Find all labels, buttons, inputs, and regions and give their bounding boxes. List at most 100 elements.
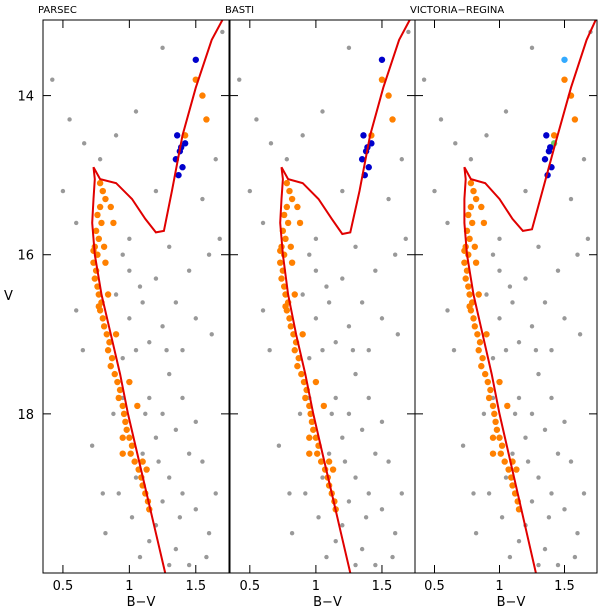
field-star bbox=[445, 308, 450, 313]
x-tick-label: 0.5 bbox=[53, 579, 74, 594]
member-star bbox=[504, 402, 511, 410]
panel-title-victoria: VICTORIA−REGINA bbox=[410, 5, 504, 16]
member-star bbox=[280, 283, 288, 290]
member-star bbox=[461, 259, 468, 266]
member-star bbox=[493, 426, 501, 433]
field-star bbox=[406, 29, 411, 35]
x-tick-label: 0.5 bbox=[239, 579, 260, 594]
field-star bbox=[206, 531, 212, 536]
field-star bbox=[533, 348, 539, 353]
field-star bbox=[568, 459, 574, 464]
x-tick-label: 1 bbox=[125, 579, 133, 594]
member-star bbox=[496, 378, 503, 386]
isochrone-victoria bbox=[463, 20, 597, 573]
field-star bbox=[395, 332, 401, 337]
field-star bbox=[523, 435, 528, 440]
field-star bbox=[80, 348, 86, 353]
field-star bbox=[568, 196, 574, 202]
y-tick-label: 14 bbox=[17, 90, 34, 105]
field-star bbox=[307, 355, 312, 361]
member-star bbox=[119, 450, 126, 457]
field-star bbox=[421, 77, 427, 82]
field-star bbox=[204, 554, 209, 560]
field-star bbox=[217, 236, 222, 242]
field-star bbox=[516, 538, 522, 544]
field-star bbox=[237, 77, 242, 82]
member-star bbox=[466, 303, 473, 310]
member-star bbox=[126, 434, 133, 441]
field-star bbox=[333, 340, 338, 345]
field-star bbox=[481, 411, 487, 417]
member-star bbox=[571, 116, 579, 123]
field-star bbox=[549, 348, 554, 353]
field-star bbox=[562, 316, 567, 321]
field-star bbox=[103, 531, 108, 536]
giant-star bbox=[192, 56, 199, 63]
member-star bbox=[123, 426, 130, 433]
field-star bbox=[160, 411, 165, 417]
isochrone-parsec bbox=[91, 20, 224, 573]
field-star bbox=[484, 133, 489, 138]
field-star bbox=[313, 236, 319, 242]
field-star bbox=[386, 196, 391, 202]
field-star bbox=[490, 355, 496, 361]
field-star bbox=[562, 507, 567, 512]
member-star bbox=[119, 434, 126, 441]
field-star bbox=[326, 451, 332, 456]
field-star bbox=[536, 371, 541, 377]
field-star bbox=[220, 29, 225, 35]
member-star bbox=[466, 291, 473, 298]
field-star bbox=[342, 459, 348, 464]
member-star bbox=[478, 203, 485, 211]
member-star bbox=[317, 458, 325, 465]
field-star bbox=[260, 308, 266, 313]
x-tick-label: 1 bbox=[312, 579, 320, 594]
member-star bbox=[470, 187, 477, 195]
member-star bbox=[122, 418, 129, 426]
field-star bbox=[320, 475, 325, 480]
field-star bbox=[167, 562, 172, 568]
member-star bbox=[139, 458, 146, 465]
field-star bbox=[399, 157, 404, 162]
field-star bbox=[143, 411, 148, 417]
field-star bbox=[486, 491, 492, 496]
field-star bbox=[542, 427, 548, 432]
field-star bbox=[313, 316, 319, 321]
member-star bbox=[325, 458, 333, 465]
member-star bbox=[92, 227, 100, 235]
member-star bbox=[95, 303, 103, 310]
member-star bbox=[288, 195, 296, 203]
field-star bbox=[432, 188, 437, 194]
field-star bbox=[147, 538, 152, 544]
x-tick-label: 1.5 bbox=[554, 579, 575, 594]
member-star bbox=[119, 402, 126, 410]
field-star bbox=[581, 491, 587, 496]
field-star bbox=[147, 395, 152, 401]
x-axis-label: B−V bbox=[313, 595, 342, 610]
member-star bbox=[476, 339, 484, 346]
field-star bbox=[490, 252, 496, 257]
field-star bbox=[572, 554, 578, 560]
member-star bbox=[480, 219, 488, 227]
field-star bbox=[320, 109, 325, 114]
member-star bbox=[104, 291, 112, 298]
x-tick-label: 0.5 bbox=[424, 579, 445, 594]
member-star bbox=[199, 92, 206, 99]
member-star bbox=[96, 179, 104, 187]
field-star bbox=[346, 324, 352, 329]
member-star bbox=[329, 466, 337, 473]
field-star bbox=[153, 276, 159, 281]
field-star bbox=[297, 411, 303, 417]
member-star bbox=[306, 450, 313, 457]
field-star bbox=[497, 268, 502, 273]
field-star bbox=[379, 316, 385, 321]
member-star bbox=[302, 394, 309, 402]
field-star bbox=[193, 419, 198, 425]
field-star bbox=[147, 340, 152, 345]
field-star bbox=[67, 117, 72, 122]
field-star bbox=[471, 491, 476, 496]
member-star bbox=[282, 235, 289, 243]
y-tick-label: 16 bbox=[17, 249, 34, 264]
giant-star bbox=[358, 156, 366, 163]
field-star bbox=[379, 419, 385, 425]
